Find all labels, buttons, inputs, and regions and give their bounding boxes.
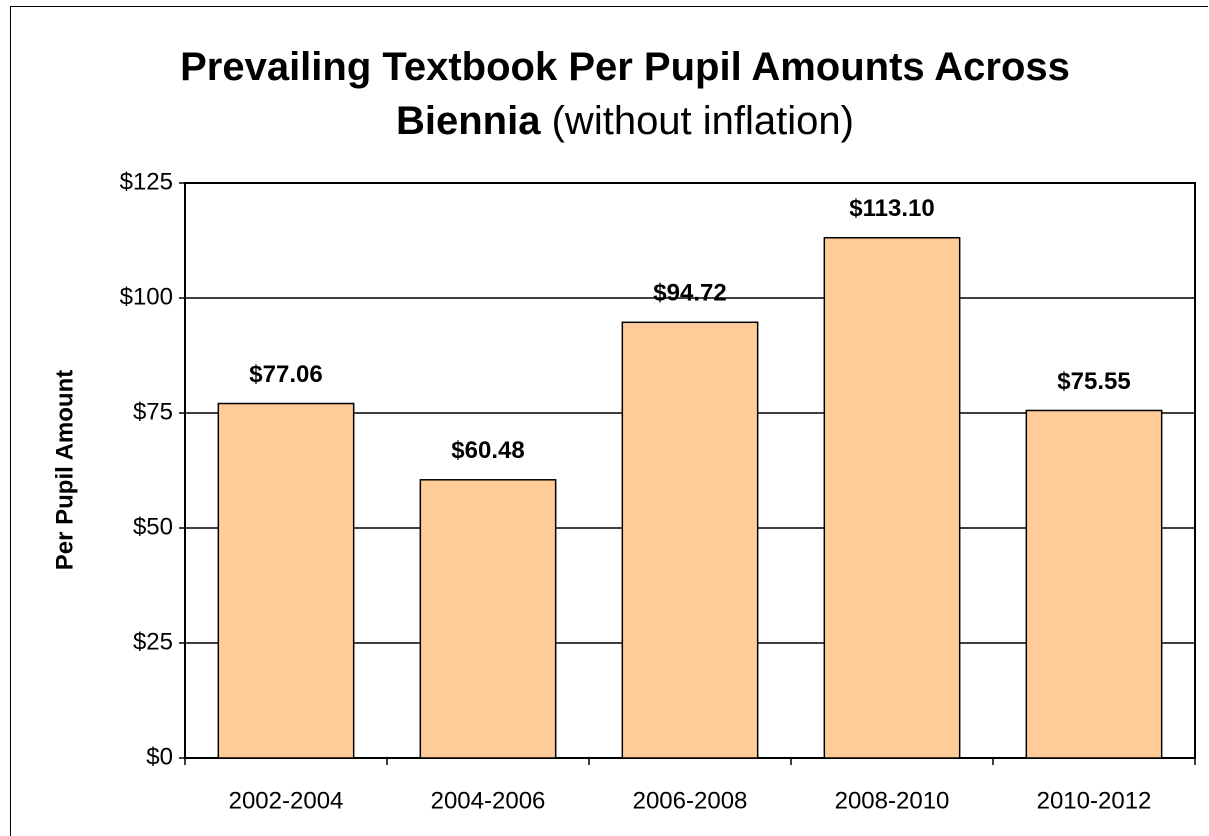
value-label: $113.10 [849, 195, 934, 222]
y-tick-label: $125 [120, 168, 173, 195]
chart-title-block: Prevailing Textbook Per Pupil Amounts Ac… [110, 40, 1140, 148]
y-tick-label: $100 [120, 283, 173, 310]
x-tick-label: 2010-2012 [1037, 787, 1152, 814]
value-label: $94.72 [653, 280, 726, 307]
x-tick-label: 2004-2006 [431, 787, 546, 814]
value-label: $75.55 [1057, 368, 1130, 395]
y-axis-title: Per Pupil Amount [51, 370, 78, 570]
y-tick-label: $50 [133, 513, 173, 540]
value-label: $60.48 [451, 437, 524, 464]
y-tick-label: $25 [133, 628, 173, 655]
chart-frame [10, 6, 1208, 836]
bar [419, 479, 557, 759]
value-label: $77.06 [249, 361, 322, 388]
bar [217, 402, 355, 759]
bar [621, 321, 759, 759]
y-tick-label: $75 [133, 398, 173, 425]
chart-title: Prevailing Textbook Per Pupil Amounts Ac… [180, 45, 1070, 143]
y-tick-label: $0 [146, 743, 173, 770]
chart-subtitle: (without inflation) [551, 99, 854, 143]
bar [823, 236, 961, 759]
x-tick-label: 2008-2010 [835, 787, 950, 814]
x-tick-label: 2006-2008 [633, 787, 748, 814]
x-tick-label: 2002-2004 [229, 787, 344, 814]
bar [1025, 409, 1163, 759]
